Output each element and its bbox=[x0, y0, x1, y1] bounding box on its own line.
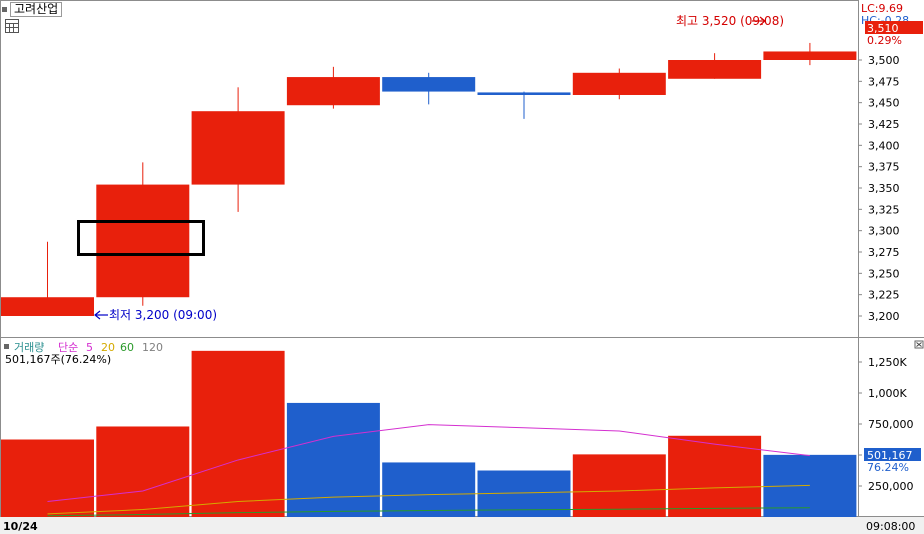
candle-up bbox=[286, 77, 380, 106]
candle-up bbox=[572, 72, 666, 95]
high-annotation: 최고 3,520 (09:08) bbox=[676, 14, 784, 28]
low-annotation: 최저 3,200 (09:00) bbox=[109, 308, 217, 322]
volume-bar bbox=[572, 454, 666, 517]
lc-label: LC:9.69 bbox=[861, 2, 903, 15]
ma20-line bbox=[47, 484, 810, 515]
price-axis: 3,200 3,225 3,250 3,275 3,300 3,325 3,350 3,375… bbox=[858, 54, 900, 323]
ma-period-20[interactable]: 20 bbox=[101, 341, 115, 354]
price-tick-label: 3,300 bbox=[868, 225, 900, 238]
current-volume-badge bbox=[864, 448, 921, 461]
volume-tick-label: 750,000 bbox=[868, 418, 914, 431]
date-label: 10/24 bbox=[3, 520, 38, 533]
selection-box[interactable] bbox=[77, 220, 205, 256]
price-tick-label: 3,200 bbox=[868, 310, 900, 323]
candle-down bbox=[477, 92, 571, 95]
price-tick-label: 3,350 bbox=[868, 182, 900, 195]
current-volume-pct: 76.24% bbox=[867, 461, 909, 474]
candle-up bbox=[191, 111, 285, 185]
arrow-right-icon bbox=[759, 16, 766, 26]
ma60-line bbox=[47, 507, 810, 517]
price-tick-label: 3,475 bbox=[868, 75, 900, 88]
price-tick-label: 3,500 bbox=[868, 54, 900, 67]
volume-bar bbox=[668, 435, 762, 517]
stock-name[interactable]: 고려산업 bbox=[10, 2, 63, 17]
candlestick-series bbox=[1, 42, 857, 316]
ma-period-5[interactable]: 5 bbox=[86, 341, 93, 354]
price-tick-label: 3,450 bbox=[868, 97, 900, 110]
price-tick-label: 3,425 bbox=[868, 118, 900, 131]
volume-bar bbox=[1, 439, 94, 517]
price-tick-label: 3,275 bbox=[868, 246, 900, 259]
close-icon bbox=[916, 342, 922, 347]
arrow-left-icon bbox=[94, 310, 101, 320]
price-tick-label: 3,375 bbox=[868, 161, 900, 174]
volume-tick-label: 1,000K bbox=[868, 387, 907, 400]
volume-bar bbox=[191, 350, 285, 517]
volume-indicator-label[interactable]: 거래량 bbox=[14, 341, 44, 354]
title-bar: 고려산업 bbox=[2, 2, 63, 17]
change-percent-label: 0.29% bbox=[867, 34, 902, 47]
ma5-line bbox=[47, 424, 810, 502]
volume-bar bbox=[286, 402, 380, 517]
last-price-badge bbox=[865, 21, 923, 34]
candle-down bbox=[382, 77, 476, 92]
volume-tick-label: 250,000 bbox=[868, 480, 914, 493]
volume-bar bbox=[96, 426, 190, 517]
panel-marker-icon bbox=[4, 344, 9, 349]
ma-type-label[interactable]: 단순 bbox=[58, 341, 78, 354]
candle-up bbox=[1, 297, 94, 316]
volume-tick-label: 1,250K bbox=[868, 356, 907, 369]
price-tick-label: 3,250 bbox=[868, 267, 900, 280]
candle-up bbox=[668, 60, 762, 79]
grid-icon[interactable] bbox=[5, 19, 19, 33]
time-label: 09:08:00 bbox=[866, 520, 915, 533]
candle-up bbox=[763, 51, 857, 60]
volume-info-label: 501,167주(76.24%) bbox=[5, 353, 111, 366]
price-tick-label: 3,325 bbox=[868, 203, 900, 216]
volume-bar bbox=[382, 462, 476, 517]
footer-bar bbox=[0, 517, 924, 534]
ma-period-120[interactable]: 120 bbox=[142, 341, 163, 354]
current-volume-label: 501,167 bbox=[867, 449, 913, 462]
panel-marker-icon bbox=[2, 7, 7, 12]
last-price-label: 3,510 bbox=[867, 22, 899, 35]
price-tick-label: 3,225 bbox=[868, 289, 900, 302]
volume-series bbox=[1, 350, 857, 517]
price-tick-label: 3,400 bbox=[868, 139, 900, 152]
candle-up bbox=[96, 184, 190, 298]
ma-period-60[interactable]: 60 bbox=[120, 341, 134, 354]
moving-average-series bbox=[47, 424, 810, 517]
